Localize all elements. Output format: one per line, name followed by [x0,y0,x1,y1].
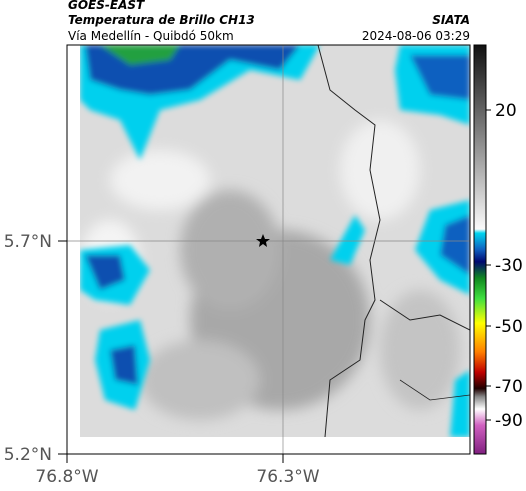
colorbar-tick-label: -50 [495,317,523,337]
y-label: 5.2°N [4,445,52,465]
colorbar-tick-label: -30 [495,256,523,276]
frame [66,44,471,455]
source: SIATA [432,13,470,27]
colorbar-ticks: 20 -30 -50 -70 -90 [486,101,523,431]
colorbar-tick-label: -70 [495,377,523,397]
x-label: 76.8°W [35,467,98,487]
location-marker [256,234,270,247]
timestamp: 2024-08-06 03:29 [362,29,470,43]
x-label: 76.3°W [256,467,319,487]
route: Vía Medellín - Quibdó 50km [68,29,234,43]
title: GOES-EAST [68,0,145,12]
y-label: 5.7°N [4,232,52,252]
colorbar-tick-label: 20 [495,101,517,121]
colorbar-tick-label: -90 [495,411,523,431]
subtitle: Temperatura de Brillo CH13 [68,13,255,27]
colorbar [473,44,487,455]
